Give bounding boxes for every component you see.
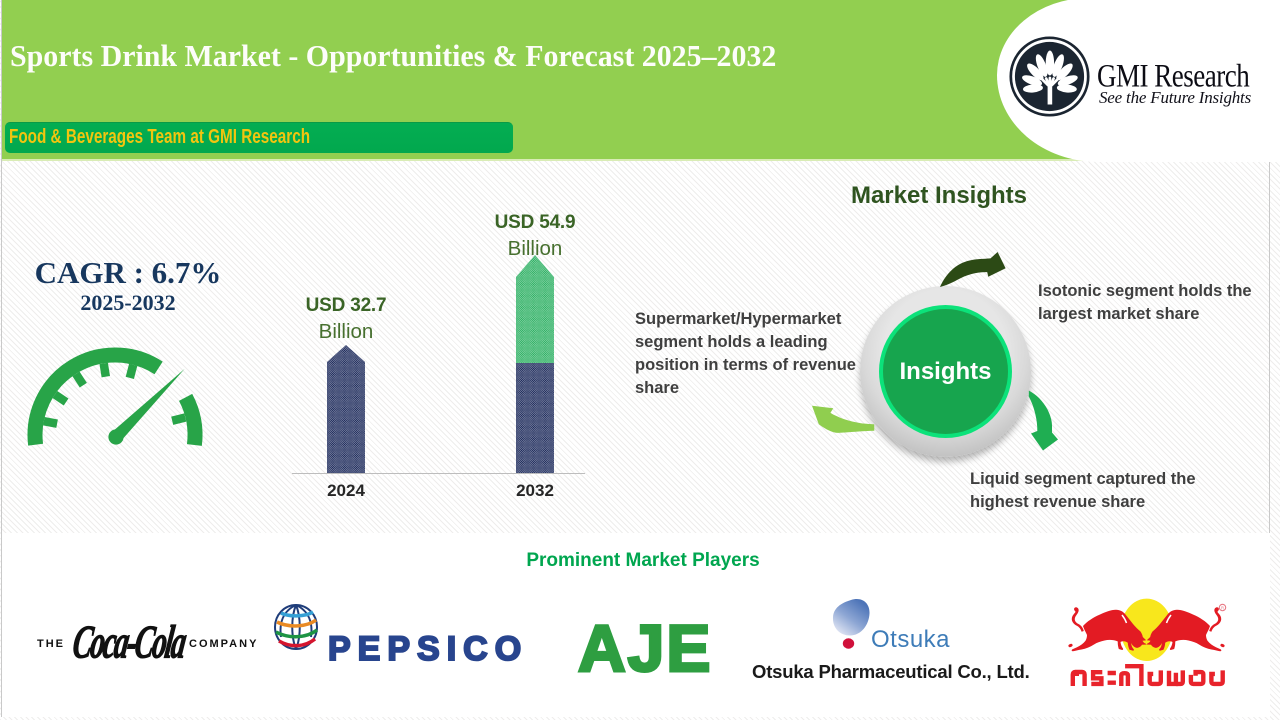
svg-text:R: R <box>1221 605 1224 610</box>
